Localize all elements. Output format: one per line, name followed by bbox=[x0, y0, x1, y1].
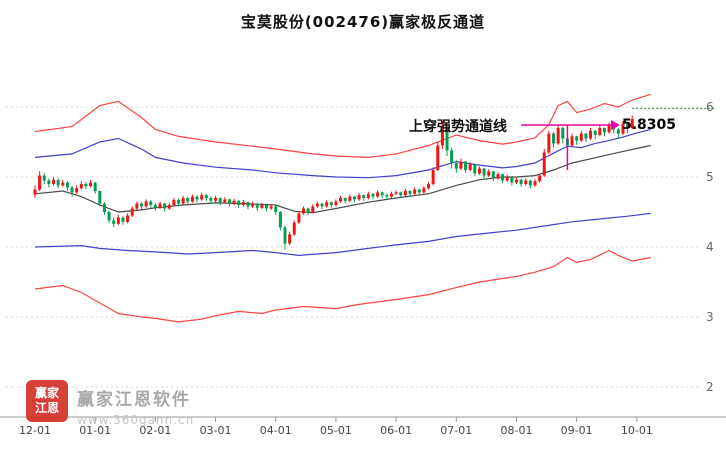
watermark-brand: 赢家江恩软件 bbox=[77, 390, 191, 410]
chart-title: 宝莫股份(002476)赢家极反通道 bbox=[240, 13, 486, 31]
x-tick-label: 10-01 bbox=[621, 424, 653, 437]
channel-upper-red bbox=[34, 93, 651, 159]
arrowhead-icon bbox=[611, 120, 620, 130]
x-tick-label: 12-01 bbox=[19, 424, 51, 437]
x-tick-label: 03-01 bbox=[200, 424, 232, 437]
watermark-text: 赢家江恩软件 www.360gann.cn bbox=[77, 380, 194, 427]
brand-logo-icon: 赢家 江恩 bbox=[26, 380, 68, 422]
x-tick-label: 06-01 bbox=[380, 424, 412, 437]
x-tick-label: 05-01 bbox=[320, 424, 352, 437]
channel-lower-blue bbox=[34, 212, 651, 257]
breakout-arrow bbox=[521, 120, 620, 170]
x-tick-label: 04-01 bbox=[260, 424, 292, 437]
price-label: 5.8305 bbox=[622, 117, 677, 133]
channel-upper-blue bbox=[34, 128, 651, 179]
x-tick-label: 08-01 bbox=[500, 424, 532, 437]
x-tick-label: 01-01 bbox=[79, 424, 111, 437]
brand-logo-line2: 江恩 bbox=[34, 401, 59, 415]
channel-middle bbox=[34, 144, 651, 214]
y-tick-label: 5 bbox=[706, 170, 714, 184]
candles bbox=[33, 115, 634, 250]
watermark: 赢家 江恩 赢家江恩软件 www.360gann.cn bbox=[26, 380, 194, 427]
y-tick-label: 4 bbox=[706, 240, 714, 254]
x-tick-label: 07-01 bbox=[440, 424, 472, 437]
x-tick-label: 09-01 bbox=[561, 424, 593, 437]
watermark-url: www.360gann.cn bbox=[77, 413, 195, 427]
channel-lower-red bbox=[34, 249, 651, 323]
y-axis-labels: 6 5 4 3 2 bbox=[706, 100, 714, 394]
annotation-text: 上穿强势通道线 bbox=[409, 119, 507, 135]
x-axis: 12-01 01-01 02-01 03-01 04-01 05-01 06-01 07-01… bbox=[0, 416, 726, 437]
brand-logo-line1: 赢家 bbox=[34, 386, 59, 400]
y-tick-label: 3 bbox=[706, 310, 714, 324]
y-tick-label: 6 bbox=[706, 100, 714, 114]
x-tick-label: 02-01 bbox=[139, 424, 171, 437]
y-tick-label: 2 bbox=[706, 380, 714, 394]
grid-lines bbox=[6, 106, 700, 388]
